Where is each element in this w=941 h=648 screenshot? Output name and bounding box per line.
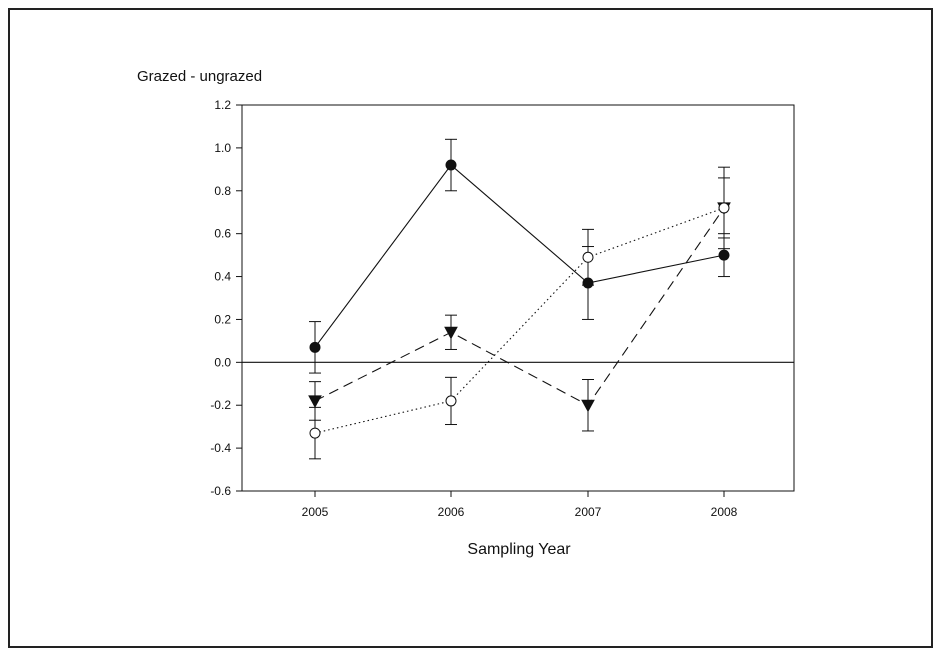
series-1-point-2 <box>581 399 595 413</box>
series-0-point-0 <box>309 341 321 353</box>
y-tick-label-1: 1.0 <box>214 141 231 155</box>
chart-svg: Grazed - ungrazed Sampling Year 1.2 1.0 0.… <box>137 68 795 558</box>
y-axis-label: Grazed - ungrazed <box>137 68 262 85</box>
series-2-point-0 <box>309 427 321 439</box>
x-tick-label-1: 2006 <box>438 505 465 519</box>
y-tick-label-7: -0.2 <box>210 398 231 412</box>
series-2-point-1 <box>445 395 457 407</box>
series-1-line <box>314 207 725 406</box>
series-2-line <box>314 207 725 434</box>
y-tick-label-4: 0.4 <box>214 270 231 284</box>
y-tick-label-9: -0.6 <box>210 484 231 498</box>
y-tick-label-2: 0.8 <box>214 184 231 198</box>
plot-area <box>241 104 795 492</box>
y-tick-label-3: 0.6 <box>214 227 231 241</box>
x-tick-label-0: 2005 <box>302 505 329 519</box>
x-tick-label-3: 2008 <box>711 505 738 519</box>
series-0-point-1 <box>445 159 457 171</box>
y-tick-label-6: 0.0 <box>214 355 231 369</box>
series-1-point-0 <box>308 395 322 408</box>
y-tick-label-8: -0.4 <box>210 441 231 455</box>
series-2-point-2 <box>582 251 594 263</box>
series-2-point-3 <box>718 202 730 214</box>
series-0-line <box>314 164 725 348</box>
x-tick-label-2: 2007 <box>575 505 602 519</box>
y-tick-label-5: 0.2 <box>214 312 231 326</box>
y-tick-label-0: 1.2 <box>214 98 231 112</box>
series-0-point-3 <box>718 249 730 261</box>
series-0-point-2 <box>582 277 594 289</box>
series-1-point-1 <box>444 326 458 340</box>
x-axis-label: Sampling Year <box>467 541 571 558</box>
